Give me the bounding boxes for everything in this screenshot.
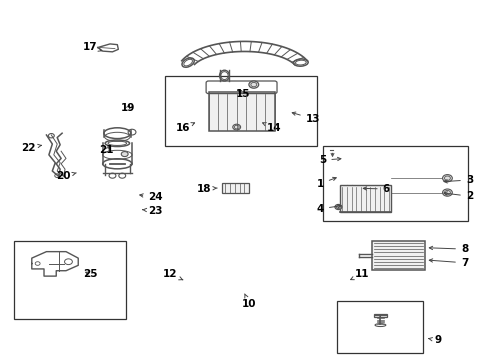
Bar	[14, 241, 126, 319]
Text: 9: 9	[427, 335, 440, 345]
Text: 23: 23	[142, 206, 163, 216]
Circle shape	[248, 81, 258, 88]
Text: 10: 10	[242, 294, 256, 309]
Text: 19: 19	[121, 103, 135, 113]
Text: 20: 20	[56, 171, 76, 181]
Text: 14: 14	[262, 123, 281, 133]
Bar	[208, 92, 274, 131]
Text: 16: 16	[176, 123, 194, 133]
Bar	[339, 185, 390, 212]
Text: 3: 3	[443, 175, 472, 185]
Text: 18: 18	[197, 184, 217, 194]
Circle shape	[232, 124, 240, 130]
Text: 17: 17	[83, 42, 102, 52]
Text: 13: 13	[292, 112, 320, 124]
Circle shape	[442, 175, 451, 182]
Text: 2: 2	[443, 191, 472, 201]
Bar	[322, 146, 468, 221]
Text: 25: 25	[83, 269, 98, 279]
Circle shape	[442, 189, 451, 196]
Bar	[337, 301, 422, 353]
Bar	[222, 183, 249, 193]
Text: 8: 8	[428, 244, 467, 254]
Text: 7: 7	[428, 258, 468, 268]
Text: 4: 4	[316, 204, 340, 214]
Text: 21: 21	[99, 145, 114, 156]
Bar	[371, 241, 425, 270]
Text: 1: 1	[316, 177, 336, 189]
Text: 12: 12	[163, 269, 183, 280]
Bar	[165, 76, 316, 146]
Circle shape	[334, 204, 341, 210]
Text: 24: 24	[140, 192, 163, 202]
Text: 6: 6	[363, 184, 389, 194]
Text: 11: 11	[350, 269, 368, 280]
Circle shape	[121, 152, 128, 157]
Text: 5: 5	[319, 155, 340, 165]
Text: 22: 22	[21, 143, 41, 153]
Text: 15: 15	[236, 89, 250, 99]
Bar	[373, 314, 386, 317]
